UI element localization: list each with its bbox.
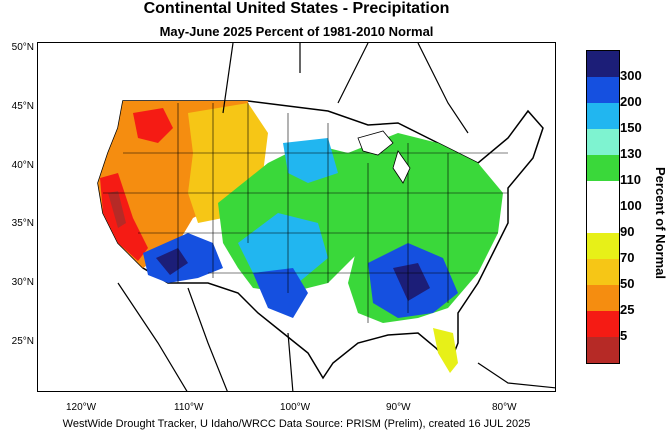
legend-label: 110 <box>620 172 641 187</box>
map-subtitle: May-June 2025 Percent of 1981-2010 Norma… <box>159 24 434 39</box>
legend-swatch <box>587 207 619 233</box>
region-very-dry <box>108 191 126 228</box>
legend-swatch <box>587 181 619 207</box>
legend-label: 100 <box>620 198 642 213</box>
lat-label-50: 50°N <box>11 42 34 53</box>
legend-label: 5 <box>620 328 628 343</box>
legend-swatch <box>587 103 619 129</box>
region-southwest-dark <box>156 248 188 275</box>
region-texas-wet <box>253 268 308 318</box>
lon-label-100: 100°W <box>280 402 311 413</box>
legend-swatch <box>587 129 619 155</box>
legend-title: Percent of Normal <box>653 167 668 279</box>
region-southeast-extreme <box>393 263 430 301</box>
country-borders <box>117 43 555 391</box>
color-legend <box>586 50 620 364</box>
lat-label-45: 45°N <box>11 101 34 112</box>
lat-label-40: 40°N <box>11 160 34 171</box>
region-plains-very-wet <box>238 213 328 283</box>
state-borders <box>103 103 508 323</box>
legend-swatch <box>587 155 619 181</box>
legend-label: 200 <box>620 94 642 109</box>
legend-swatch <box>587 285 619 311</box>
region-florida <box>433 328 458 373</box>
legend-swatch <box>587 233 619 259</box>
region-northwest-red <box>133 108 173 143</box>
lat-label-25: 25°N <box>11 336 34 347</box>
lon-label-90: 90°W <box>386 402 411 413</box>
legend-swatch <box>587 51 619 77</box>
precipitation-map <box>37 42 556 392</box>
legend-label: 130 <box>620 146 642 161</box>
legend-swatch <box>587 259 619 285</box>
us-map-svg <box>97 43 555 391</box>
footer-credit: WestWide Drought Tracker, U Idaho/WRCC D… <box>62 418 531 430</box>
legend-label: 300 <box>620 68 642 83</box>
legend-label: 150 <box>620 120 642 135</box>
legend-label: 90 <box>620 224 635 239</box>
legend-label: 50 <box>620 276 635 291</box>
lat-label-35: 35°N <box>11 218 34 229</box>
lon-label-110: 110°W <box>174 402 204 413</box>
region-great-lakes-blue <box>283 138 338 183</box>
great-lakes <box>357 130 411 184</box>
legend-label: 70 <box>620 250 635 265</box>
map-title: Continental United States - Precipitatio… <box>143 0 450 17</box>
legend-swatch <box>587 77 619 103</box>
legend-swatch <box>587 337 619 363</box>
lon-label-80: 80°W <box>492 402 517 413</box>
legend-swatch <box>587 311 619 337</box>
lon-label-120: 120°W <box>66 402 97 413</box>
legend-label: 25 <box>620 302 635 317</box>
lat-label-30: 30°N <box>11 277 34 288</box>
